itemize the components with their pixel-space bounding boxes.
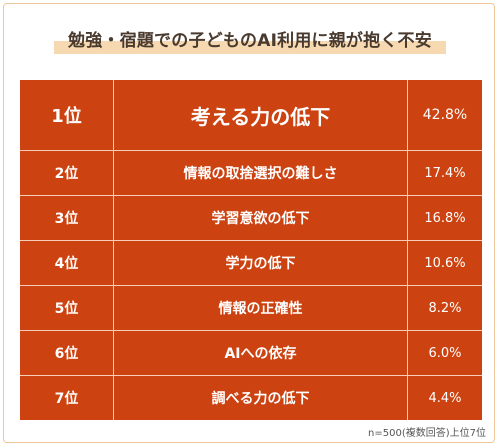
table-row: 6位 AIへの依存 6.0% (20, 330, 482, 375)
rank-cell: 2位 (54, 166, 79, 182)
title-area: 勉強・宿題での子どものAI利用に親が抱く不安 (0, 22, 500, 57)
table-row: 3位 学習意欲の低下 16.8% (20, 195, 482, 240)
table-row: 1位 考える力の低下 42.8% (20, 80, 482, 150)
item-cell: AIへの依存 (113, 331, 408, 375)
percent-cell: 10.6% (424, 255, 466, 271)
table-row: 7位 調べる力の低下 4.4% (20, 375, 482, 420)
rank-cell: 7位 (54, 391, 79, 407)
rank-cell: 5位 (54, 301, 79, 317)
footnote: n=500(複数回答)上位7位 (368, 428, 486, 439)
percent-cell: 4.4% (428, 390, 462, 406)
chart-title: 勉強・宿題での子どものAI利用に親が抱く不安 (54, 22, 446, 57)
item-cell: 考える力の低下 (113, 80, 408, 150)
percent-cell: 6.0% (428, 345, 462, 361)
percent-cell: 16.8% (424, 210, 466, 226)
percent-cell: 17.4% (424, 165, 466, 181)
table-row: 2位 情報の取捨選択の難しさ 17.4% (20, 150, 482, 195)
percent-cell: 42.8% (422, 107, 468, 123)
table-row: 5位 情報の正確性 8.2% (20, 285, 482, 330)
item-cell: 学力の低下 (113, 241, 408, 285)
table-row: 4位 学力の低下 10.6% (20, 240, 482, 285)
item-cell: 情報の正確性 (113, 286, 408, 330)
item-cell: 調べる力の低下 (113, 376, 408, 420)
rank-cell: 3位 (54, 211, 79, 227)
item-cell: 情報の取捨選択の難しさ (113, 151, 408, 195)
rank-cell: 4位 (54, 256, 79, 272)
rank-cell: 1位 (51, 106, 82, 127)
percent-cell: 8.2% (428, 300, 462, 316)
rank-cell: 6位 (54, 346, 79, 362)
item-cell: 学習意欲の低下 (113, 196, 408, 240)
